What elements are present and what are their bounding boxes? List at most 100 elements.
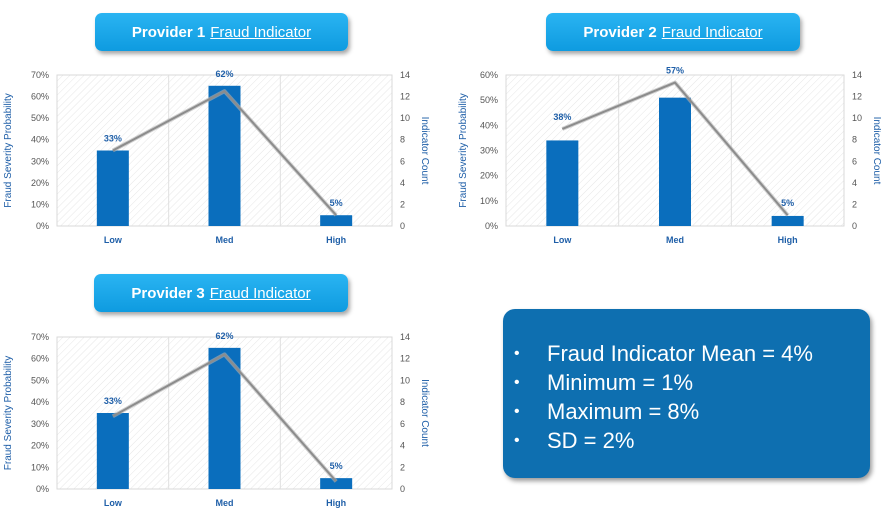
line-series [112, 353, 337, 483]
stats-item-minimum-text: Minimum = 1% [547, 370, 694, 395]
y2-axis-label: Indicator Count [871, 117, 881, 185]
provider-1-fraud-indicator-link[interactable]: Fraud Indicator [210, 23, 312, 41]
bullet-icon: • [514, 345, 520, 362]
bullet-icon: • [514, 403, 520, 420]
y-tick-label: 40% [31, 397, 49, 407]
y2-tick-label: 10 [400, 113, 410, 123]
y-tick-label: 70% [31, 70, 49, 80]
provider-3-chart-svg: 0% 10% 20% 30% 40% 50% 60% 70% 0 2 4 6 8 10 12 14 Fraud … [3, 331, 430, 508]
y2-tick-label: 2 [400, 462, 405, 472]
y-tick-label: 70% [31, 332, 49, 342]
category-label: Med [216, 235, 234, 245]
bar-med [208, 85, 241, 227]
y-tick-label: 10% [31, 462, 49, 472]
data-label: 33% [104, 134, 122, 144]
stats-list: • Fraud Indicator Mean = 4% • Minimum = 1%… [503, 309, 870, 455]
y-tick-label: 30% [480, 146, 498, 156]
category-label: High [778, 235, 798, 245]
y2-tick-label: 0 [400, 484, 405, 494]
y-tick-label: 20% [480, 171, 498, 181]
bar-med [208, 347, 241, 489]
category-label: Low [553, 235, 572, 245]
data-label: 5% [330, 198, 343, 208]
y-tick-label: 60% [480, 70, 498, 80]
stats-item-maximum: • Maximum = 8% [514, 397, 870, 426]
y2-tick-label: 0 [852, 221, 857, 231]
y-tick-label: 20% [31, 178, 49, 188]
y-tick-label: 10% [480, 196, 498, 206]
bar-high [771, 215, 804, 226]
stats-item-sd: • SD = 2% [514, 426, 870, 455]
provider-1-chart-svg: 0% 10% 20% 30% 40% 50% 60% 70% 0 2 4 6 8 10 12 14 Fraud … [3, 69, 430, 245]
stats-item-maximum-text: Maximum = 8% [547, 399, 700, 424]
y-tick-label: 0% [36, 221, 49, 231]
y2-axis-label: Indicator Count [419, 379, 430, 447]
y-tick-label: 20% [31, 441, 49, 451]
y2-tick-label: 8 [400, 135, 405, 145]
provider-2-banner: Provider 2 Fraud Indicator [546, 13, 800, 51]
bar-med [659, 97, 691, 227]
provider-2-fraud-indicator-link[interactable]: Fraud Indicator [661, 23, 763, 41]
provider-2-chart-svg: 0% 10% 20% 30% 40% 50% 60% 0 2 4 6 8 10 12 14 Fraud Sev… [458, 66, 881, 245]
y-tick-label: 30% [31, 156, 49, 166]
provider-3-title: Provider 3 [131, 284, 205, 302]
y2-tick-label: 12 [400, 92, 410, 102]
category-label: Low [104, 498, 123, 508]
y-tick-label: 0% [36, 484, 49, 494]
y2-axis-label: Indicator Count [419, 117, 430, 185]
data-label: 62% [215, 331, 233, 341]
provider-3-fraud-indicator-link[interactable]: Fraud Indicator [209, 284, 311, 302]
line-series [112, 90, 337, 216]
data-label: 57% [666, 66, 684, 76]
y-tick-label: 0% [485, 221, 498, 231]
category-label: High [326, 498, 346, 508]
bar-low [546, 140, 579, 226]
y2-tick-label: 2 [400, 199, 405, 209]
y-axis-label: Fraud Severity Probability [458, 93, 469, 208]
y2-tick-label: 4 [400, 178, 405, 188]
y2-tick-label: 8 [400, 397, 405, 407]
y-tick-label: 50% [31, 375, 49, 385]
provider-1-chart: 0% 10% 20% 30% 40% 50% 60% 70% 0 2 4 6 8 10 12 14 Fraud … [0, 60, 440, 255]
y-tick-label: 30% [31, 419, 49, 429]
bar-low [96, 150, 129, 226]
provider-3-chart: 0% 10% 20% 30% 40% 50% 60% 70% 0 2 4 6 8 10 12 14 Fraud … [0, 322, 440, 511]
category-label: Med [666, 235, 684, 245]
y-axis-label: Fraud Severity Probability [3, 93, 14, 208]
data-label: 5% [330, 461, 343, 471]
provider-2-chart: 0% 10% 20% 30% 40% 50% 60% 0 2 4 6 8 10 12 14 Fraud Sev… [455, 60, 881, 255]
bar-high [320, 478, 353, 489]
y2-tick-label: 4 [852, 178, 857, 188]
provider-3-banner: Provider 3 Fraud Indicator [94, 274, 348, 312]
bullet-icon: • [514, 432, 520, 449]
y-tick-label: 40% [31, 135, 49, 145]
y2-tick-label: 10 [852, 113, 862, 123]
y-tick-label: 60% [31, 92, 49, 102]
bar-high [320, 215, 353, 226]
provider-1-banner: Provider 1 Fraud Indicator [95, 13, 348, 51]
y2-tick-label: 6 [400, 419, 405, 429]
stats-item-mean: • Fraud Indicator Mean = 4% [514, 339, 870, 368]
y-tick-label: 40% [480, 120, 498, 130]
data-label: 62% [215, 69, 233, 79]
y2-tick-label: 14 [400, 70, 410, 80]
provider-1-title: Provider 1 [131, 23, 206, 41]
category-label: Low [104, 235, 123, 245]
y-tick-label: 60% [31, 354, 49, 364]
y2-tick-label: 2 [852, 199, 857, 209]
y2-tick-label: 6 [400, 156, 405, 166]
data-label: 33% [104, 396, 122, 406]
y2-tick-label: 10 [400, 375, 410, 385]
provider-2-title: Provider 2 [583, 23, 657, 41]
y2-tick-label: 14 [400, 332, 410, 342]
y2-tick-label: 14 [852, 70, 862, 80]
y-tick-label: 50% [480, 95, 498, 105]
bullet-icon: • [514, 374, 520, 391]
stats-item-mean-text: Fraud Indicator Mean = 4% [547, 341, 813, 366]
category-label: High [326, 235, 346, 245]
fraud-indicator-stats-box: • Fraud Indicator Mean = 4% • Minimum = 1%… [503, 309, 870, 478]
y-tick-label: 10% [31, 199, 49, 209]
stats-item-sd-text: SD = 2% [547, 428, 635, 453]
y2-tick-label: 0 [400, 221, 405, 231]
y2-tick-label: 12 [400, 354, 410, 364]
